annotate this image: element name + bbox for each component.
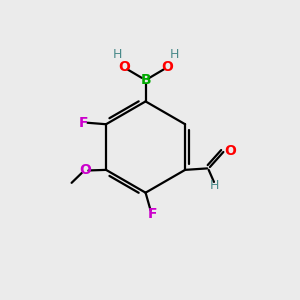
Text: F: F — [78, 116, 88, 130]
Text: O: O — [224, 144, 236, 158]
Text: H: H — [169, 48, 179, 61]
Text: H: H — [112, 48, 122, 61]
Text: O: O — [118, 60, 130, 74]
Text: O: O — [79, 164, 91, 178]
Text: B: B — [140, 73, 151, 87]
Text: O: O — [161, 60, 173, 74]
Text: F: F — [147, 207, 157, 221]
Text: H: H — [210, 179, 219, 192]
